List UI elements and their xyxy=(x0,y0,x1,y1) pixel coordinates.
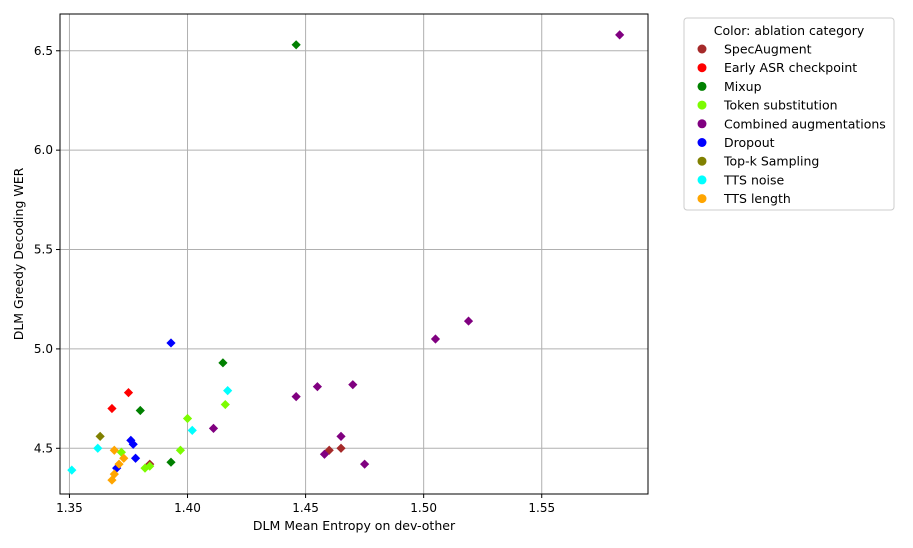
y-tick-label: 6.5 xyxy=(34,44,53,58)
y-axis-ticks: 4.5 5.0 5.5 6.0 6.5 xyxy=(34,44,60,455)
data-point xyxy=(93,443,103,453)
data-point xyxy=(463,316,474,326)
x-tick-label: 1.40 xyxy=(174,501,201,515)
data-point xyxy=(95,431,105,441)
x-axis-ticks: 1.35 1.40 1.45 1.50 1.55 xyxy=(56,494,555,515)
data-point xyxy=(291,40,301,50)
data-point xyxy=(109,445,119,455)
legend-marker xyxy=(697,63,707,73)
y-tick-label: 4.5 xyxy=(34,441,53,455)
data-point xyxy=(145,461,155,471)
legend-marker xyxy=(697,138,707,147)
legend-box xyxy=(683,17,895,211)
data-point xyxy=(208,423,219,434)
legend-label: TTS noise xyxy=(723,172,785,187)
data-point xyxy=(130,453,141,463)
data-point xyxy=(123,388,134,398)
legend-marker xyxy=(697,156,707,166)
data-point xyxy=(119,453,129,463)
legend-marker xyxy=(697,44,707,54)
x-tick-label: 1.35 xyxy=(56,501,83,515)
x-axis-label: DLM Mean Entropy on dev-other xyxy=(253,518,456,533)
legend-label: Token substitution xyxy=(723,98,838,113)
data-point xyxy=(187,425,197,435)
data-point xyxy=(348,380,358,390)
legend-label: Early ASR checkpoint xyxy=(724,60,857,75)
legend-marker xyxy=(697,175,707,185)
data-point xyxy=(336,431,346,441)
legend-items: SpecAugment Early ASR checkpoint Mixup Toke… xyxy=(697,42,886,206)
y-tick-label: 5.5 xyxy=(34,243,53,257)
x-tick-label: 1.50 xyxy=(410,501,437,515)
data-point xyxy=(615,30,625,40)
data-point xyxy=(291,392,301,402)
legend-label: Dropout xyxy=(724,135,775,150)
legend-label: Combined augmentations xyxy=(724,116,886,131)
data-point xyxy=(218,358,228,368)
y-tick-label: 6.0 xyxy=(34,143,53,157)
data-point xyxy=(107,403,117,414)
data-point xyxy=(220,399,230,410)
legend-label: Top-k Sampling xyxy=(723,154,819,169)
data-point xyxy=(135,405,145,416)
x-tick-label: 1.55 xyxy=(528,501,555,515)
data-point xyxy=(360,459,370,469)
data-points xyxy=(67,30,625,485)
data-point xyxy=(430,334,441,344)
plot-frame xyxy=(59,13,649,495)
legend: Color: ablation category SpecAugment Earl… xyxy=(683,17,895,211)
data-point xyxy=(166,457,176,467)
legend-label: Mixup xyxy=(724,79,762,94)
legend-label: SpecAugment xyxy=(724,42,812,57)
data-point xyxy=(182,413,193,424)
y-axis-label: DLM Greedy Decoding WER xyxy=(11,167,26,340)
data-point xyxy=(324,445,334,455)
x-tick-label: 1.45 xyxy=(292,501,319,515)
legend-marker xyxy=(697,119,707,129)
data-point xyxy=(319,449,330,459)
legend-marker xyxy=(697,100,707,110)
data-point xyxy=(223,386,233,396)
data-point xyxy=(114,459,124,469)
grid xyxy=(60,14,648,494)
legend-marker xyxy=(697,194,707,204)
data-point xyxy=(175,445,186,455)
data-point xyxy=(128,439,138,449)
data-point xyxy=(109,469,119,479)
data-point xyxy=(336,443,346,453)
data-point xyxy=(67,465,77,475)
legend-label: TTS length xyxy=(723,191,791,206)
data-point xyxy=(312,382,322,392)
y-tick-label: 5.0 xyxy=(34,342,53,356)
data-point xyxy=(166,338,176,348)
legend-marker xyxy=(697,81,707,91)
legend-title: Color: ablation category xyxy=(714,23,865,38)
